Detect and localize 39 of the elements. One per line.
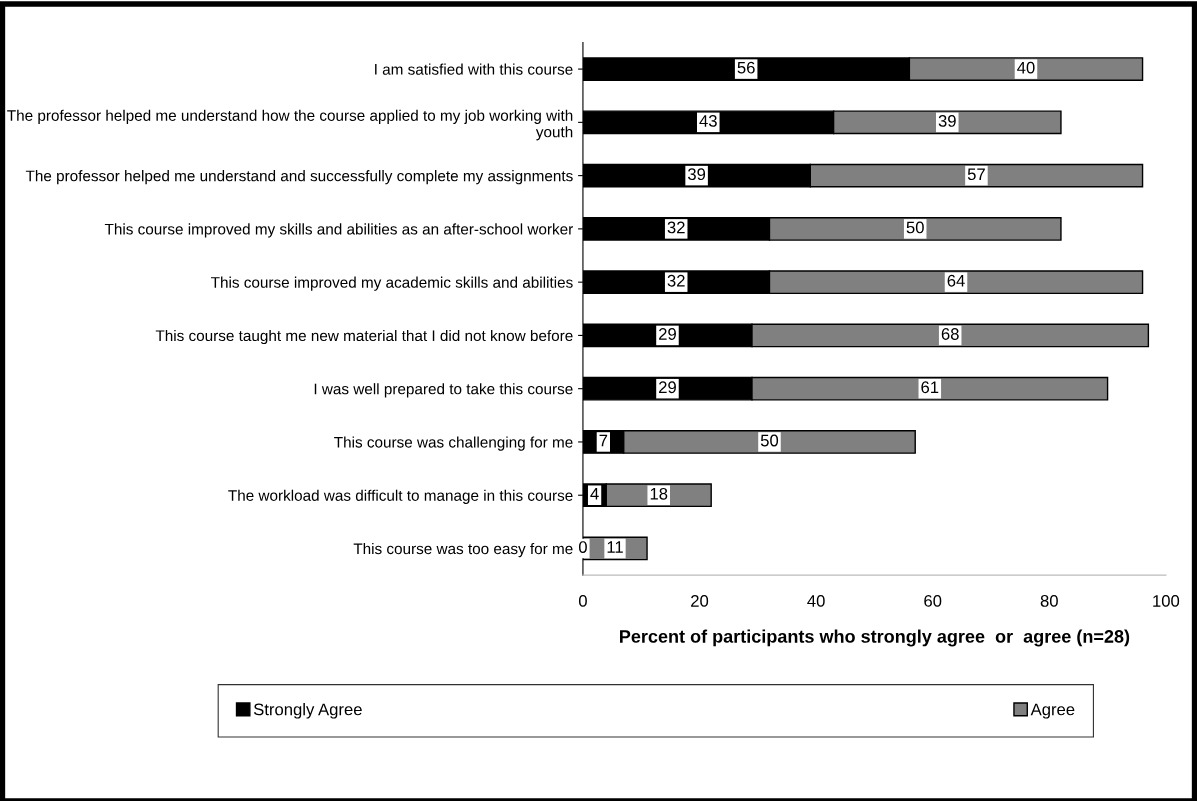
data-label: 61: [921, 381, 939, 394]
y-tick-label: This course was challenging for me: [334, 436, 573, 451]
data-label: 32: [667, 221, 685, 234]
data-label: 40: [1017, 61, 1035, 74]
y-tick-label: The professor helped me understand and successfully complete my assignments: [25, 170, 573, 185]
legend-label: Agree: [1030, 703, 1075, 719]
data-label: 39: [687, 168, 706, 181]
data-label: 43: [699, 115, 717, 127]
x-tick-label: 40: [807, 595, 825, 607]
y-tick-label: I am satisfied with this course: [375, 63, 573, 75]
data-label: 32: [667, 274, 685, 287]
x-tick-label: 100: [1153, 595, 1180, 607]
data-label: 29: [659, 381, 676, 394]
y-tick-label: This course improved my skills and abilities as an after-school worker: [104, 223, 573, 238]
data-label: 56: [737, 61, 755, 74]
x-tick-label: 20: [691, 595, 709, 607]
data-label: 18: [650, 487, 668, 500]
data-label: 68: [941, 328, 959, 340]
y-tick-label: This course taught me new material that I did not know before: [155, 329, 573, 345]
y-tick-label: The workload was difficult to manage in this course: [228, 489, 573, 504]
x-tick-label: 0: [578, 595, 587, 607]
y-tick-label: This course was too easy for me: [353, 542, 573, 558]
data-label: 7: [599, 434, 608, 447]
data-label: 39: [938, 115, 956, 127]
legend-label: Strongly Agree: [253, 703, 362, 719]
x-tick-label: 60: [924, 595, 942, 607]
data-label: 4: [590, 488, 599, 500]
data-label: 29: [659, 328, 676, 340]
data-label: 50: [906, 221, 924, 234]
data-label: 64: [947, 274, 965, 287]
x-tick-label: 80: [1040, 595, 1058, 607]
data-label: 0: [578, 541, 587, 553]
data-label: 57: [967, 168, 985, 181]
data-label: 11: [607, 541, 623, 553]
x-axis-title: Percent of participants who strongly agree or agree (n=28): [620, 629, 1130, 647]
y-tick-label: The professor helped me understand how the course applied to my job working with youth: [7, 109, 573, 141]
y-tick-label: This course improved my academic skills and abilities: [211, 276, 573, 291]
y-tick-label: I was well prepared to take this course: [314, 383, 573, 398]
data-label: 50: [760, 434, 779, 447]
